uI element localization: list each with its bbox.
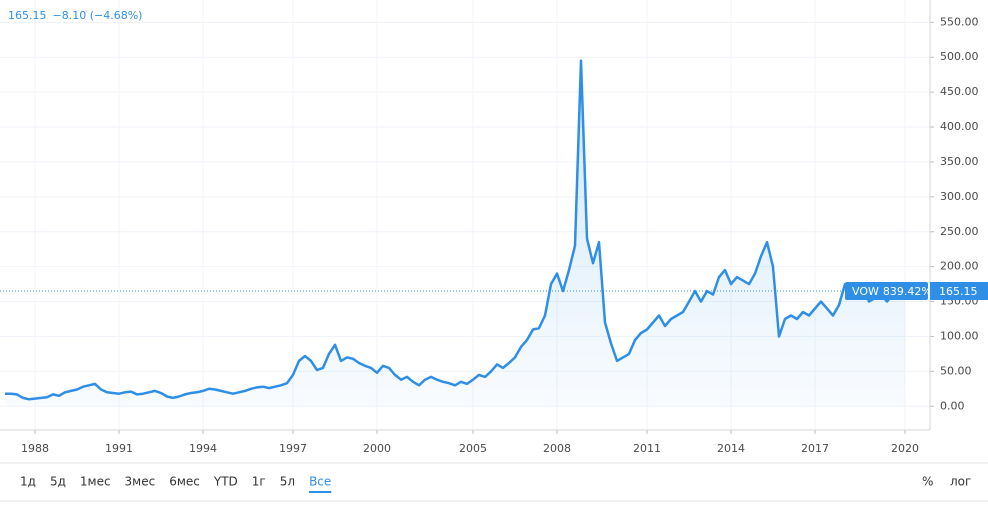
price-tag-label: 165.15 <box>939 285 978 298</box>
range-button[interactable]: 3мес <box>125 475 156 489</box>
series-tag-label: VOW 839.42% <box>852 285 932 298</box>
range-button[interactable]: 5д <box>50 475 66 489</box>
range-button[interactable]: 1г <box>252 475 266 489</box>
plot <box>5 59 906 407</box>
last-price: 165.15 <box>8 9 47 22</box>
y-tick-label: 450.00 <box>940 85 979 98</box>
y-tick-label: 250.00 <box>940 225 979 238</box>
series-return: 839.42% <box>883 285 932 298</box>
scale-button[interactable]: лог <box>950 475 971 489</box>
x-tick-label: 2011 <box>633 442 661 455</box>
toolbar: 1д 5д 1мес 3мес 6мес YTD 1г 5л Все% лог <box>20 475 971 493</box>
y-tick-label: 550.00 <box>940 15 979 28</box>
x-tick-label: 2008 <box>543 442 571 455</box>
y-tick-label: 350.00 <box>940 155 979 168</box>
series-name: VOW <box>852 285 879 298</box>
range-button[interactable]: 1д <box>20 475 36 489</box>
header-legend: 165.15 −8.10 (−4.68%) <box>8 9 142 22</box>
price-line <box>5 59 906 401</box>
price-tag <box>930 281 988 300</box>
y-tick-label: 200.00 <box>940 260 979 273</box>
x-tick-label: 1994 <box>189 442 217 455</box>
x-tick-label: 2020 <box>891 442 919 455</box>
x-tick-label: 2017 <box>801 442 829 455</box>
range-button[interactable]: 5л <box>280 475 295 489</box>
x-tick-label: 2005 <box>459 442 487 455</box>
y-tick-label: 50.00 <box>940 364 972 377</box>
range-button[interactable]: YTD <box>213 475 238 489</box>
x-tick-label: 1991 <box>105 442 133 455</box>
x-tick-label: 2000 <box>363 442 391 455</box>
x-tick-label: 2014 <box>717 442 745 455</box>
y-tick-label: 100.00 <box>940 329 979 342</box>
x-tick-label: 1997 <box>279 442 307 455</box>
overlay: VOW 839.42% 165.15 <box>0 281 988 300</box>
range-button[interactable]: 6мес <box>169 475 200 489</box>
area <box>5 60 905 407</box>
y-tick-label: 300.00 <box>940 190 979 203</box>
range-button[interactable]: 1мес <box>80 475 111 489</box>
y-tick-label: 0.00 <box>940 399 965 412</box>
series-tag <box>845 281 928 300</box>
range-button[interactable]: Все <box>309 475 331 489</box>
y-tick-label: 500.00 <box>940 50 979 63</box>
price-change: −8.10 (−4.68%) <box>53 9 143 22</box>
y-tick-label: 400.00 <box>940 120 979 133</box>
scale-button[interactable]: % <box>922 475 933 489</box>
x-tick-label: 1988 <box>21 442 49 455</box>
